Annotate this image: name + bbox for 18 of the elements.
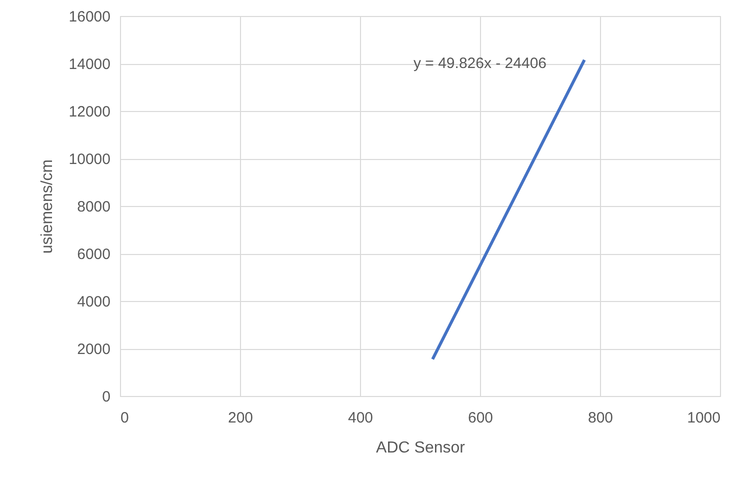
x-tick-label: 200 <box>228 410 254 426</box>
x-tick-label: 600 <box>468 410 494 426</box>
y-tick-label: 0 <box>102 388 110 406</box>
y-tick-label: 14000 <box>68 56 110 73</box>
y-tick-label: 6000 <box>77 246 110 263</box>
y-axis-title: usiemens/cm <box>38 159 56 254</box>
y-tick-label: 2000 <box>77 341 110 358</box>
y-tick-label: 10000 <box>68 151 110 168</box>
annotation: y = 49.826x - 24406 <box>413 55 547 72</box>
y-tick-label: 4000 <box>77 294 110 310</box>
y-tick-label: 12000 <box>68 104 110 120</box>
x-tick-label: 800 <box>588 410 614 426</box>
x-tick-label: 400 <box>348 410 374 426</box>
y-tick-label: 8000 <box>77 198 110 216</box>
y-tick-label: 16000 <box>68 8 110 26</box>
x-tick-label: 1000 <box>687 410 720 426</box>
x-axis-title: ADC Sensor <box>376 440 466 456</box>
x-tick-label: 0 <box>120 410 129 426</box>
